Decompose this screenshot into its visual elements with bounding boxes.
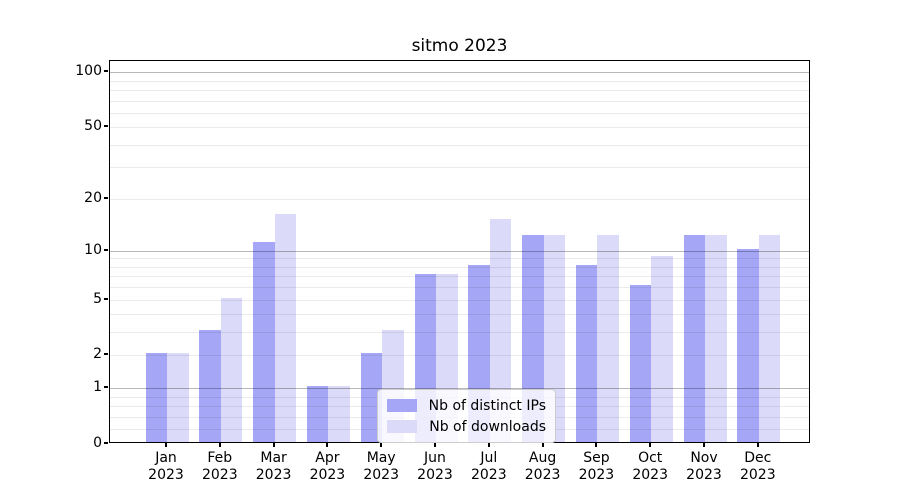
bar-nb-of-downloads-dec [758,235,781,442]
y-tick-mark [104,70,108,73]
minor-gridline [110,299,809,301]
bar-nb-of-downloads-jan [167,353,189,442]
y-tick-label: 0 [93,435,102,451]
minor-gridline [110,276,809,278]
legend-swatch-downloads-icon [387,420,417,433]
y-tick-label: 1 [93,379,102,396]
bar-nb-of-downloads-feb [220,297,243,442]
x-tick-mark [595,443,598,447]
minor-gridline [110,198,809,200]
x-tick-label: Nov 2023 [686,450,722,483]
major-gridline [110,388,809,390]
x-tick-label: Jun 2023 [417,450,453,483]
bar-nb-of-downloads-sep [597,235,619,442]
y-tick-label: 10 [84,241,102,258]
x-tick-label: Apr 2023 [309,450,346,483]
minor-gridline [110,89,809,91]
minor-gridline [110,144,809,146]
x-tick-mark [649,443,652,447]
plot-area [109,60,810,443]
bar-nb-of-distinct-ips-mar [253,241,275,442]
x-tick-mark [380,443,383,447]
minor-gridline [110,266,809,268]
bar-nb-of-distinct-ips-feb [199,330,221,442]
y-tick-label: 20 [84,189,102,206]
major-gridline [110,250,809,252]
bar-nb-of-downloads-mar [274,213,297,442]
legend-label-distinct-ips: Nb of distinct IPs [428,397,546,414]
minor-gridline [110,127,809,129]
x-tick-label: Jul 2023 [470,450,507,483]
minor-gridline [110,287,809,289]
x-tick-mark [218,443,221,447]
x-tick-mark [434,443,436,447]
x-tick-mark [487,443,490,447]
x-tick-mark [756,443,759,447]
legend-label-downloads: Nb of downloads [429,418,546,435]
y-tick-label: 100 [75,63,102,80]
minor-gridline [110,332,809,334]
minor-gridline [110,355,809,357]
minor-gridline [110,112,809,114]
minor-gridline [110,258,809,260]
bar-nb-of-downloads-nov [705,235,727,442]
bar-nb-of-downloads-jul [489,218,512,442]
legend-swatch-distinct-ips-icon [387,399,417,412]
minor-gridline [110,100,809,102]
bar-nb-of-distinct-ips-nov [683,235,705,442]
y-tick-label: 50 [84,118,102,135]
x-tick-mark [326,443,329,447]
minor-gridline [110,314,809,316]
x-tick-mark [272,443,275,447]
x-tick-mark [703,443,705,447]
y-tick-mark [104,196,108,199]
major-gridline [110,72,809,74]
y-tick-mark [104,386,108,389]
x-tick-label: Sep 2023 [578,450,615,483]
legend: Nb of distinct IPs Nb of downloads [377,389,556,443]
y-tick-mark [104,125,108,128]
x-tick-mark [541,443,544,447]
y-tick-mark [104,442,108,444]
x-tick-label: Aug 2023 [524,450,561,483]
legend-item-downloads: Nb of downloads [387,416,546,437]
bar-nb-of-downloads-oct [651,256,673,442]
bar-nb-of-downloads-apr [328,386,350,442]
bar-nb-of-distinct-ips-apr [306,386,329,442]
x-tick-label: Oct 2023 [632,450,669,483]
minor-gridline [110,167,809,169]
x-tick-label: Mar 2023 [255,450,292,483]
x-tick-label: May 2023 [363,450,400,483]
y-tick-mark [104,297,108,300]
y-tick-mark [104,353,108,356]
x-tick-label: Feb 2023 [201,450,238,483]
y-tick-mark [104,248,108,251]
x-tick-label: Jan 2023 [148,450,184,483]
bar-nb-of-distinct-ips-oct [629,285,652,442]
x-tick-mark [165,443,167,447]
bar-nb-of-distinct-ips-may [360,353,383,442]
bar-nb-of-distinct-ips-dec [737,248,759,442]
bar-nb-of-distinct-ips-sep [575,264,598,442]
legend-item-distinct-ips: Nb of distinct IPs [387,395,546,416]
x-tick-label: Dec 2023 [739,450,776,483]
minor-gridline [110,80,809,82]
y-tick-label: 5 [93,290,102,307]
bar-nb-of-distinct-ips-jan [145,353,167,442]
y-tick-label: 2 [93,346,102,363]
chart-title: sitmo 2023 [411,36,508,56]
